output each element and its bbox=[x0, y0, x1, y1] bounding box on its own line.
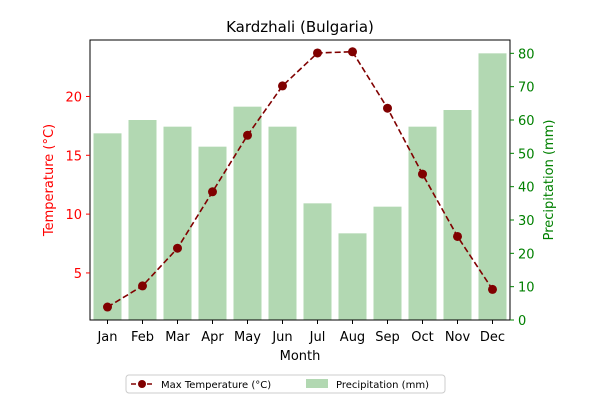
x-axis-label: Month bbox=[280, 349, 321, 364]
legend: Max Temperature (°C) Precipitation (mm) bbox=[125, 374, 446, 394]
chart-title: Kardzhali (Bulgaria) bbox=[226, 18, 374, 36]
temperature-line bbox=[103, 47, 497, 312]
precipitation-bar bbox=[338, 233, 367, 320]
x-tick-label: Sep bbox=[375, 330, 400, 345]
legend-frame bbox=[125, 374, 446, 394]
temperature-point bbox=[383, 103, 392, 113]
temperature-point bbox=[313, 48, 322, 58]
x-tick-label: Feb bbox=[131, 330, 154, 345]
y-right-tick-label: 30 bbox=[518, 214, 535, 229]
temperature-point bbox=[278, 81, 287, 91]
x-tick-label: Dec bbox=[480, 330, 505, 345]
x-tick-label: Jun bbox=[271, 330, 292, 345]
x-tick-label: Aug bbox=[340, 330, 365, 345]
precipitation-bar bbox=[303, 203, 332, 320]
precipitation-bar bbox=[478, 53, 507, 320]
precipitation-bar bbox=[198, 146, 227, 320]
temperature-line-path bbox=[107, 50, 494, 308]
y-right-tick-label: 50 bbox=[518, 147, 535, 162]
legend-line-marker bbox=[138, 380, 146, 388]
precipitation-bars bbox=[93, 53, 507, 321]
plot-frame bbox=[89, 39, 511, 321]
x-tick-label: Nov bbox=[445, 330, 471, 345]
legend-label-precipitation: Precipitation (mm) bbox=[336, 380, 429, 391]
y-right-tick-label: 60 bbox=[518, 114, 535, 129]
temperature-point bbox=[138, 281, 147, 291]
legend-label-temperature: Max Temperature (°C) bbox=[161, 380, 271, 391]
axes: Jan Feb Mar Apr May Jun Jul Aug Sep Oct Nov Dec 5 10 1… bbox=[65, 39, 535, 345]
x-tick-label: Jul bbox=[309, 330, 326, 345]
precipitation-bar bbox=[373, 206, 402, 320]
y-right-tick-label: 70 bbox=[518, 81, 535, 96]
temperature-point bbox=[173, 243, 182, 253]
y-right-tick-label: 40 bbox=[518, 181, 535, 196]
y-right-tick-label: 80 bbox=[518, 47, 535, 62]
legend-bar-swatch bbox=[306, 379, 328, 388]
precipitation-bar bbox=[93, 133, 122, 320]
y-right-tick-label: 10 bbox=[518, 281, 535, 296]
precipitation-bar bbox=[233, 106, 262, 321]
y-axis-right-label: Precipitation (mm) bbox=[542, 120, 557, 241]
temperature-point bbox=[453, 231, 462, 241]
temperature-point bbox=[103, 302, 112, 312]
temperature-point bbox=[418, 169, 427, 179]
precipitation-bar bbox=[268, 126, 297, 321]
temperature-point bbox=[243, 130, 252, 140]
y-axis-left-label: Temperature (°C) bbox=[42, 124, 57, 237]
precipitation-bar bbox=[443, 110, 472, 320]
y-right-tick-label: 20 bbox=[518, 247, 535, 262]
temperature-point bbox=[488, 284, 497, 294]
y-right-tick-label: 0 bbox=[518, 314, 526, 329]
y-left-tick-label: 20 bbox=[65, 90, 82, 105]
x-tick-label: Apr bbox=[201, 330, 224, 345]
precipitation-bar bbox=[163, 126, 192, 321]
y-left-tick-label: 10 bbox=[65, 208, 82, 223]
x-tick-label: May bbox=[234, 330, 261, 345]
x-tick-label: Jan bbox=[96, 330, 117, 345]
temperature-point bbox=[348, 47, 357, 57]
y-left-tick-label: 15 bbox=[65, 149, 82, 164]
x-tick-label: Mar bbox=[165, 330, 190, 345]
x-tick-label: Oct bbox=[411, 330, 433, 345]
temperature-point bbox=[208, 187, 217, 197]
precipitation-bar bbox=[408, 126, 437, 321]
y-left-tick-label: 5 bbox=[74, 267, 82, 282]
